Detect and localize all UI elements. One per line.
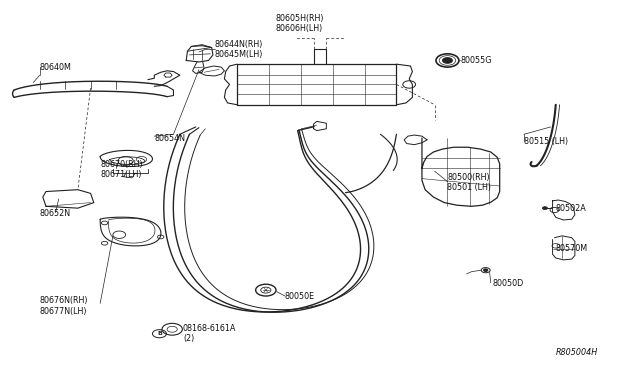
Text: 80570M: 80570M: [556, 244, 588, 253]
Text: 80050D: 80050D: [492, 279, 524, 288]
Text: 80515 (LH): 80515 (LH): [524, 137, 568, 146]
Circle shape: [442, 58, 452, 63]
Text: B: B: [157, 331, 162, 336]
Text: 80652N: 80652N: [40, 209, 71, 218]
Text: 80676N(RH)
80677N(LH): 80676N(RH) 80677N(LH): [40, 296, 88, 316]
Text: 80605H(RH)
80606H(LH): 80605H(RH) 80606H(LH): [275, 14, 324, 33]
Text: 80055G: 80055G: [460, 56, 492, 65]
Text: 80654N: 80654N: [154, 134, 186, 142]
Text: 80500(RH)
80501 (LH): 80500(RH) 80501 (LH): [447, 173, 492, 192]
Circle shape: [542, 207, 547, 210]
Text: 80502A: 80502A: [556, 203, 586, 213]
Text: R805004H: R805004H: [556, 348, 598, 357]
Text: 80644N(RH)
80645M(LH): 80644N(RH) 80645M(LH): [215, 40, 263, 59]
Circle shape: [484, 269, 488, 271]
Text: 80670(RH)
80671(LH): 80670(RH) 80671(LH): [100, 160, 143, 179]
Text: 80640M: 80640M: [40, 63, 72, 72]
Text: 08168-6161A
(2): 08168-6161A (2): [183, 324, 236, 343]
Text: 80050E: 80050E: [285, 292, 315, 301]
